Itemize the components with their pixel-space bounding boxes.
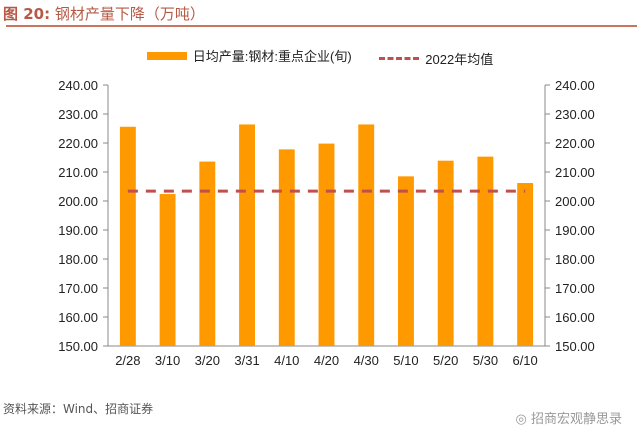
y-tick-label-left: 190.00 [58, 223, 98, 238]
figure-number: 图 20: [3, 5, 51, 23]
bar [398, 176, 414, 346]
y-tick-label-right: 190.00 [555, 223, 595, 238]
watermark: ◎ 招商宏观静思录 [515, 412, 623, 427]
y-tick-label-right: 210.00 [555, 165, 595, 180]
x-tick-label: 4/10 [274, 353, 299, 368]
bar [119, 126, 136, 346]
bar [477, 156, 494, 346]
legend-swatch-line [379, 56, 420, 60]
title-rule [6, 25, 637, 27]
bar [517, 183, 534, 346]
legend-swatch-bar [146, 51, 187, 60]
x-tick-label: 5/20 [433, 353, 458, 368]
bar [437, 160, 454, 346]
source-note: 资料来源：Wind、招商证券 [3, 402, 154, 416]
y-tick-label-left: 200.00 [58, 194, 98, 209]
y-tick-label-right: 200.00 [555, 194, 595, 209]
y-tick-label-right: 150.00 [555, 339, 595, 354]
y-tick-label-right: 170.00 [555, 281, 595, 296]
bar [278, 149, 295, 346]
y-tick-label-left: 160.00 [58, 310, 98, 325]
bar [159, 194, 176, 346]
y-tick-label-right: 160.00 [555, 310, 595, 325]
y-tick-label-left: 210.00 [58, 165, 98, 180]
figure-title-text: 钢材产量下降（万吨） [54, 5, 205, 23]
bar [199, 161, 216, 346]
x-tick-label: 6/10 [512, 353, 537, 368]
watermark-text: 招商宏观静思录 [530, 412, 622, 427]
legend-label: 日均产量:钢材:重点企业(旬) [192, 49, 352, 64]
legend-label: 2022年均值 [425, 51, 494, 67]
y-tick-label-left: 230.00 [58, 107, 98, 122]
x-tick-label: 5/10 [393, 353, 418, 368]
bar [239, 124, 255, 346]
x-tick-label: 4/30 [354, 353, 379, 368]
y-tick-label-right: 230.00 [555, 107, 595, 122]
y-tick-label-left: 150.00 [58, 339, 98, 354]
y-tick-label-left: 170.00 [58, 281, 98, 296]
y-tick-label-right: 220.00 [555, 136, 595, 151]
x-tick-label: 3/31 [234, 353, 259, 368]
bar [318, 143, 335, 346]
x-tick-label: 2/28 [115, 353, 140, 368]
bar [358, 124, 375, 346]
legend: 日均产量:钢材:重点企业(旬) 2022年均值 [0, 46, 640, 68]
legend-item-line: 2022年均值 [379, 49, 493, 68]
y-tick-label-left: 240.00 [58, 78, 98, 93]
x-tick-label: 3/10 [155, 353, 180, 368]
x-tick-label: 5/30 [473, 353, 498, 368]
x-tick-label: 4/20 [314, 353, 339, 368]
legend-item-bar: 日均产量:钢材:重点企业(旬) [146, 46, 352, 65]
figure-title: 图 20: 钢材产量下降（万吨） [3, 3, 205, 24]
y-tick-label-right: 240.00 [555, 78, 595, 93]
y-tick-label-left: 180.00 [58, 252, 98, 267]
y-tick-label-left: 220.00 [58, 136, 98, 151]
x-tick-label: 3/20 [195, 353, 220, 368]
y-tick-label-right: 180.00 [555, 252, 595, 267]
